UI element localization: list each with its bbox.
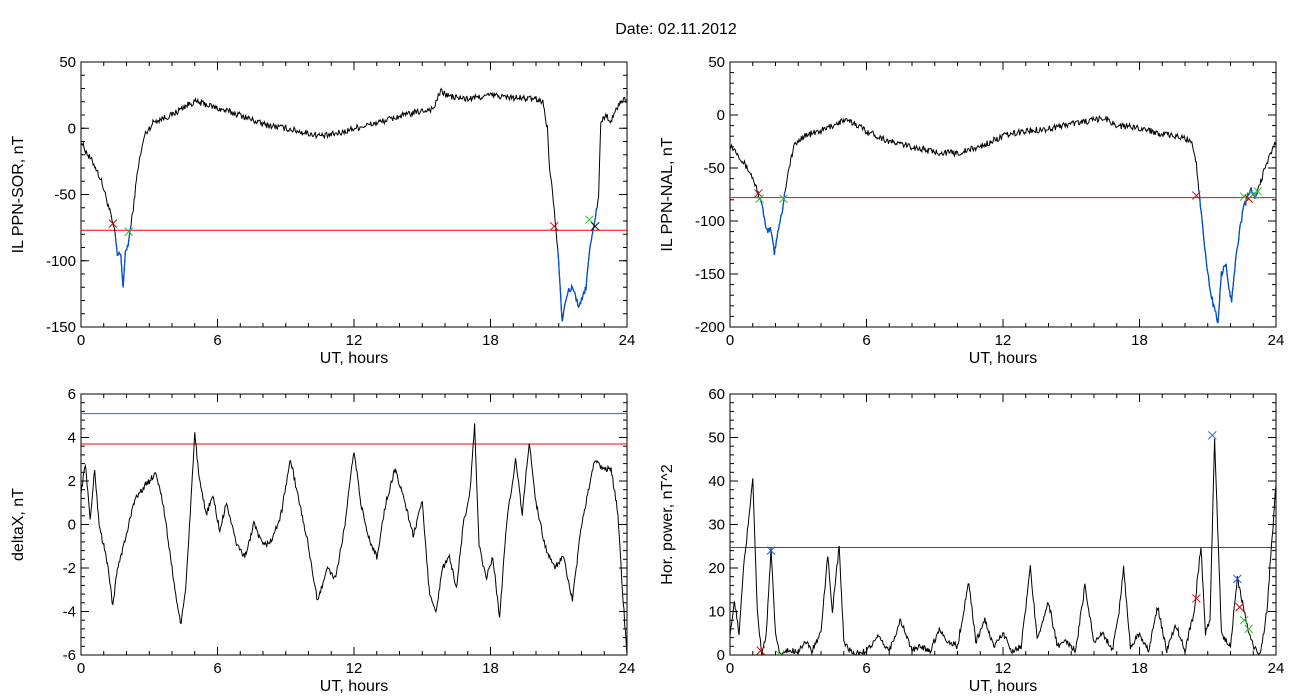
x-axis-label: UT, hours xyxy=(969,678,1037,695)
y-tick-label: -100 xyxy=(695,213,725,230)
event-marker xyxy=(108,219,118,229)
event-marker xyxy=(755,194,764,204)
plot-frame xyxy=(729,393,1277,656)
y-tick-label: 50 xyxy=(708,54,725,71)
x-tick-label: 12 xyxy=(995,332,1012,349)
plot-area xyxy=(81,413,627,655)
event-marker xyxy=(1253,186,1263,196)
y-tick-label: 60 xyxy=(708,386,725,403)
y-tick-label: -50 xyxy=(54,187,76,204)
panel-ppn-sor: 0 6 12 18 24 -150 -100 -50 0 50 UT, hours IL PPN-SO… xyxy=(10,54,635,367)
event-marker xyxy=(590,221,600,231)
event-marker xyxy=(549,221,559,231)
x-tick-label: 24 xyxy=(619,660,636,677)
series-line xyxy=(81,423,627,655)
y-tick-label: -200 xyxy=(695,319,725,336)
y-tick-label: 20 xyxy=(708,560,725,577)
event-marker xyxy=(585,215,594,225)
x-tick-label: 24 xyxy=(619,332,636,349)
plot-frame xyxy=(80,393,628,656)
event-marker xyxy=(1248,190,1258,199)
event-marker xyxy=(754,189,763,198)
x-tick-label: 6 xyxy=(862,332,870,349)
y-tick-label: 30 xyxy=(708,517,725,534)
x-tick-label: 0 xyxy=(726,332,734,349)
x-tick-label: 0 xyxy=(77,660,85,677)
y-tick-label: 0 xyxy=(717,647,725,664)
event-marker xyxy=(1192,594,1201,603)
y-tick-label: 2 xyxy=(68,473,76,490)
y-tick-label: -100 xyxy=(46,253,76,270)
event-marker xyxy=(1235,602,1244,612)
y-axis-label: IL PPN-SOR, nT xyxy=(10,135,27,253)
event-marker xyxy=(1239,192,1249,201)
y-tick-label: -6 xyxy=(63,647,76,664)
event-marker xyxy=(775,650,785,655)
event-marker xyxy=(1192,191,1201,200)
storm-segment xyxy=(114,224,132,288)
y-tick-label: 50 xyxy=(708,430,725,447)
x-tick-label: 0 xyxy=(726,660,734,677)
event-marker xyxy=(1244,624,1254,634)
y-tick-label: -50 xyxy=(703,160,725,177)
y-tick-label: 4 xyxy=(68,430,76,447)
x-tick-label: 24 xyxy=(1268,660,1285,677)
plot-area xyxy=(730,430,1276,655)
y-tick-label: 0 xyxy=(68,517,76,534)
x-tick-label: 0 xyxy=(77,332,85,349)
panel-hor-power: 0 6 12 18 24 0 10 20 30 40 50 60 UT, hours Hor. power… xyxy=(659,386,1284,695)
x-tick-label: 18 xyxy=(482,660,499,677)
x-axis-label: UT, hours xyxy=(320,678,388,695)
y-tick-label: 0 xyxy=(717,107,725,124)
plot-area xyxy=(730,114,1276,324)
x-tick-label: 12 xyxy=(346,332,363,349)
event-marker xyxy=(1232,574,1242,584)
storm-segment xyxy=(1198,187,1258,324)
y-tick-label: 10 xyxy=(708,604,725,621)
x-tick-label: 12 xyxy=(346,660,363,677)
plot-frame xyxy=(80,61,628,328)
series-line xyxy=(81,87,627,322)
y-tick-label: -150 xyxy=(46,319,76,336)
x-tick-label: 6 xyxy=(862,660,870,677)
storm-segment xyxy=(759,192,786,256)
y-axis-label: deltaX, nT xyxy=(10,488,27,561)
storm-segment xyxy=(556,207,598,322)
event-marker xyxy=(779,194,788,204)
panel-ppn-nal: 0 6 12 18 24 -200 -150 -100 -50 0 50 UT, hours IL PP… xyxy=(659,54,1284,367)
x-tick-label: 12 xyxy=(995,660,1012,677)
y-tick-label: 6 xyxy=(68,386,76,403)
x-tick-label: 6 xyxy=(213,660,221,677)
y-tick-label: 40 xyxy=(708,473,725,490)
x-tick-label: 18 xyxy=(1131,332,1148,349)
y-tick-label: 0 xyxy=(68,120,76,137)
series-line xyxy=(730,438,1276,655)
y-axis-label: IL PPN-NAL, nT xyxy=(659,137,676,251)
series-line xyxy=(730,114,1276,324)
event-marker xyxy=(1207,430,1217,440)
x-axis-label: UT, hours xyxy=(969,350,1037,367)
y-tick-label: -150 xyxy=(695,266,725,283)
plot-frame xyxy=(729,61,1277,328)
x-tick-label: 18 xyxy=(482,332,499,349)
x-tick-label: 18 xyxy=(1131,660,1148,677)
y-tick-label: -4 xyxy=(63,604,76,621)
event-marker xyxy=(766,546,776,555)
event-marker xyxy=(1239,615,1249,625)
plot-area xyxy=(81,87,627,322)
y-axis-label: Hor. power, nT^2 xyxy=(659,464,676,585)
x-tick-label: 24 xyxy=(1268,332,1285,349)
x-tick-label: 6 xyxy=(213,332,221,349)
y-tick-label: -2 xyxy=(63,560,76,577)
x-axis-label: UT, hours xyxy=(320,350,388,367)
event-marker xyxy=(124,227,134,236)
figure-title: Date: 02.11.2012 xyxy=(615,21,737,38)
event-marker xyxy=(756,646,766,655)
y-tick-label: 50 xyxy=(59,54,76,71)
